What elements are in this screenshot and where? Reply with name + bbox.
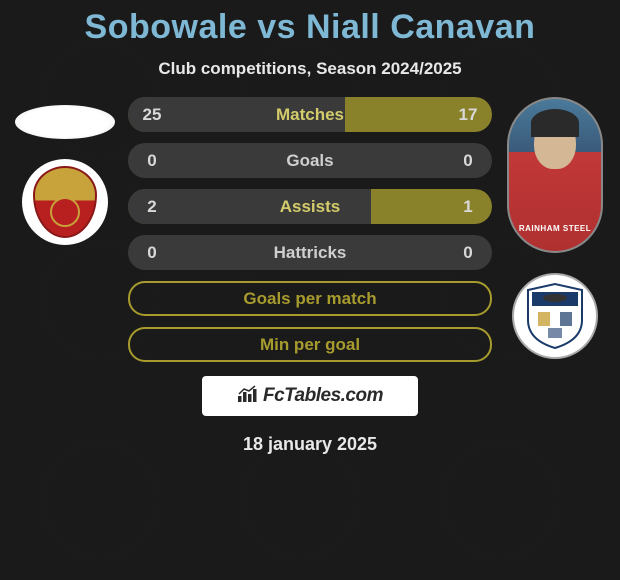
stat-bar-goals: 0Goals0 — [128, 143, 492, 178]
player-left-avatar-placeholder — [15, 105, 115, 139]
club-crest-left — [22, 159, 108, 245]
stat-label: Goals — [176, 151, 444, 171]
club-crest-right — [512, 273, 598, 359]
main-row: 25Matches170Goals02Assists10Hattricks0Go… — [0, 97, 620, 362]
stat-value-left: 0 — [128, 243, 176, 263]
left-column — [10, 97, 120, 245]
stat-value-right: 17 — [444, 105, 492, 125]
empty-stat-bar: Min per goal — [128, 327, 492, 362]
club-crest-right-shield — [524, 282, 586, 350]
stat-value-left: 25 — [128, 105, 176, 125]
stats-column: 25Matches170Goals02Assists10Hattricks0Go… — [120, 97, 500, 362]
date-text: 18 january 2025 — [0, 434, 620, 455]
stat-value-right: 1 — [444, 197, 492, 217]
right-column: RAINHAM STEEL — [500, 97, 610, 359]
player-right-sponsor: RAINHAM STEEL — [509, 224, 601, 233]
stat-bar-assists: 2Assists1 — [128, 189, 492, 224]
stat-value-left: 0 — [128, 151, 176, 171]
stat-label: Matches — [176, 105, 444, 125]
chart-icon — [237, 385, 259, 408]
stat-value-right: 0 — [444, 243, 492, 263]
club-crest-left-shield — [33, 166, 97, 238]
stat-label: Assists — [176, 197, 444, 217]
page-subtitle: Club competitions, Season 2024/2025 — [0, 59, 620, 79]
stat-bar-matches: 25Matches17 — [128, 97, 492, 132]
site-logo-text: FcTables.com — [263, 385, 383, 407]
stat-value-left: 2 — [128, 197, 176, 217]
content-wrapper: Sobowale vs Niall Canavan Club competiti… — [0, 0, 620, 580]
site-logo: FcTables.com — [202, 376, 418, 416]
player-right-photo: RAINHAM STEEL — [507, 97, 603, 253]
page-title: Sobowale vs Niall Canavan — [0, 0, 620, 47]
stat-bar-hattricks: 0Hattricks0 — [128, 235, 492, 270]
empty-stat-bar: Goals per match — [128, 281, 492, 316]
stat-value-right: 0 — [444, 151, 492, 171]
stat-label: Hattricks — [176, 243, 444, 263]
